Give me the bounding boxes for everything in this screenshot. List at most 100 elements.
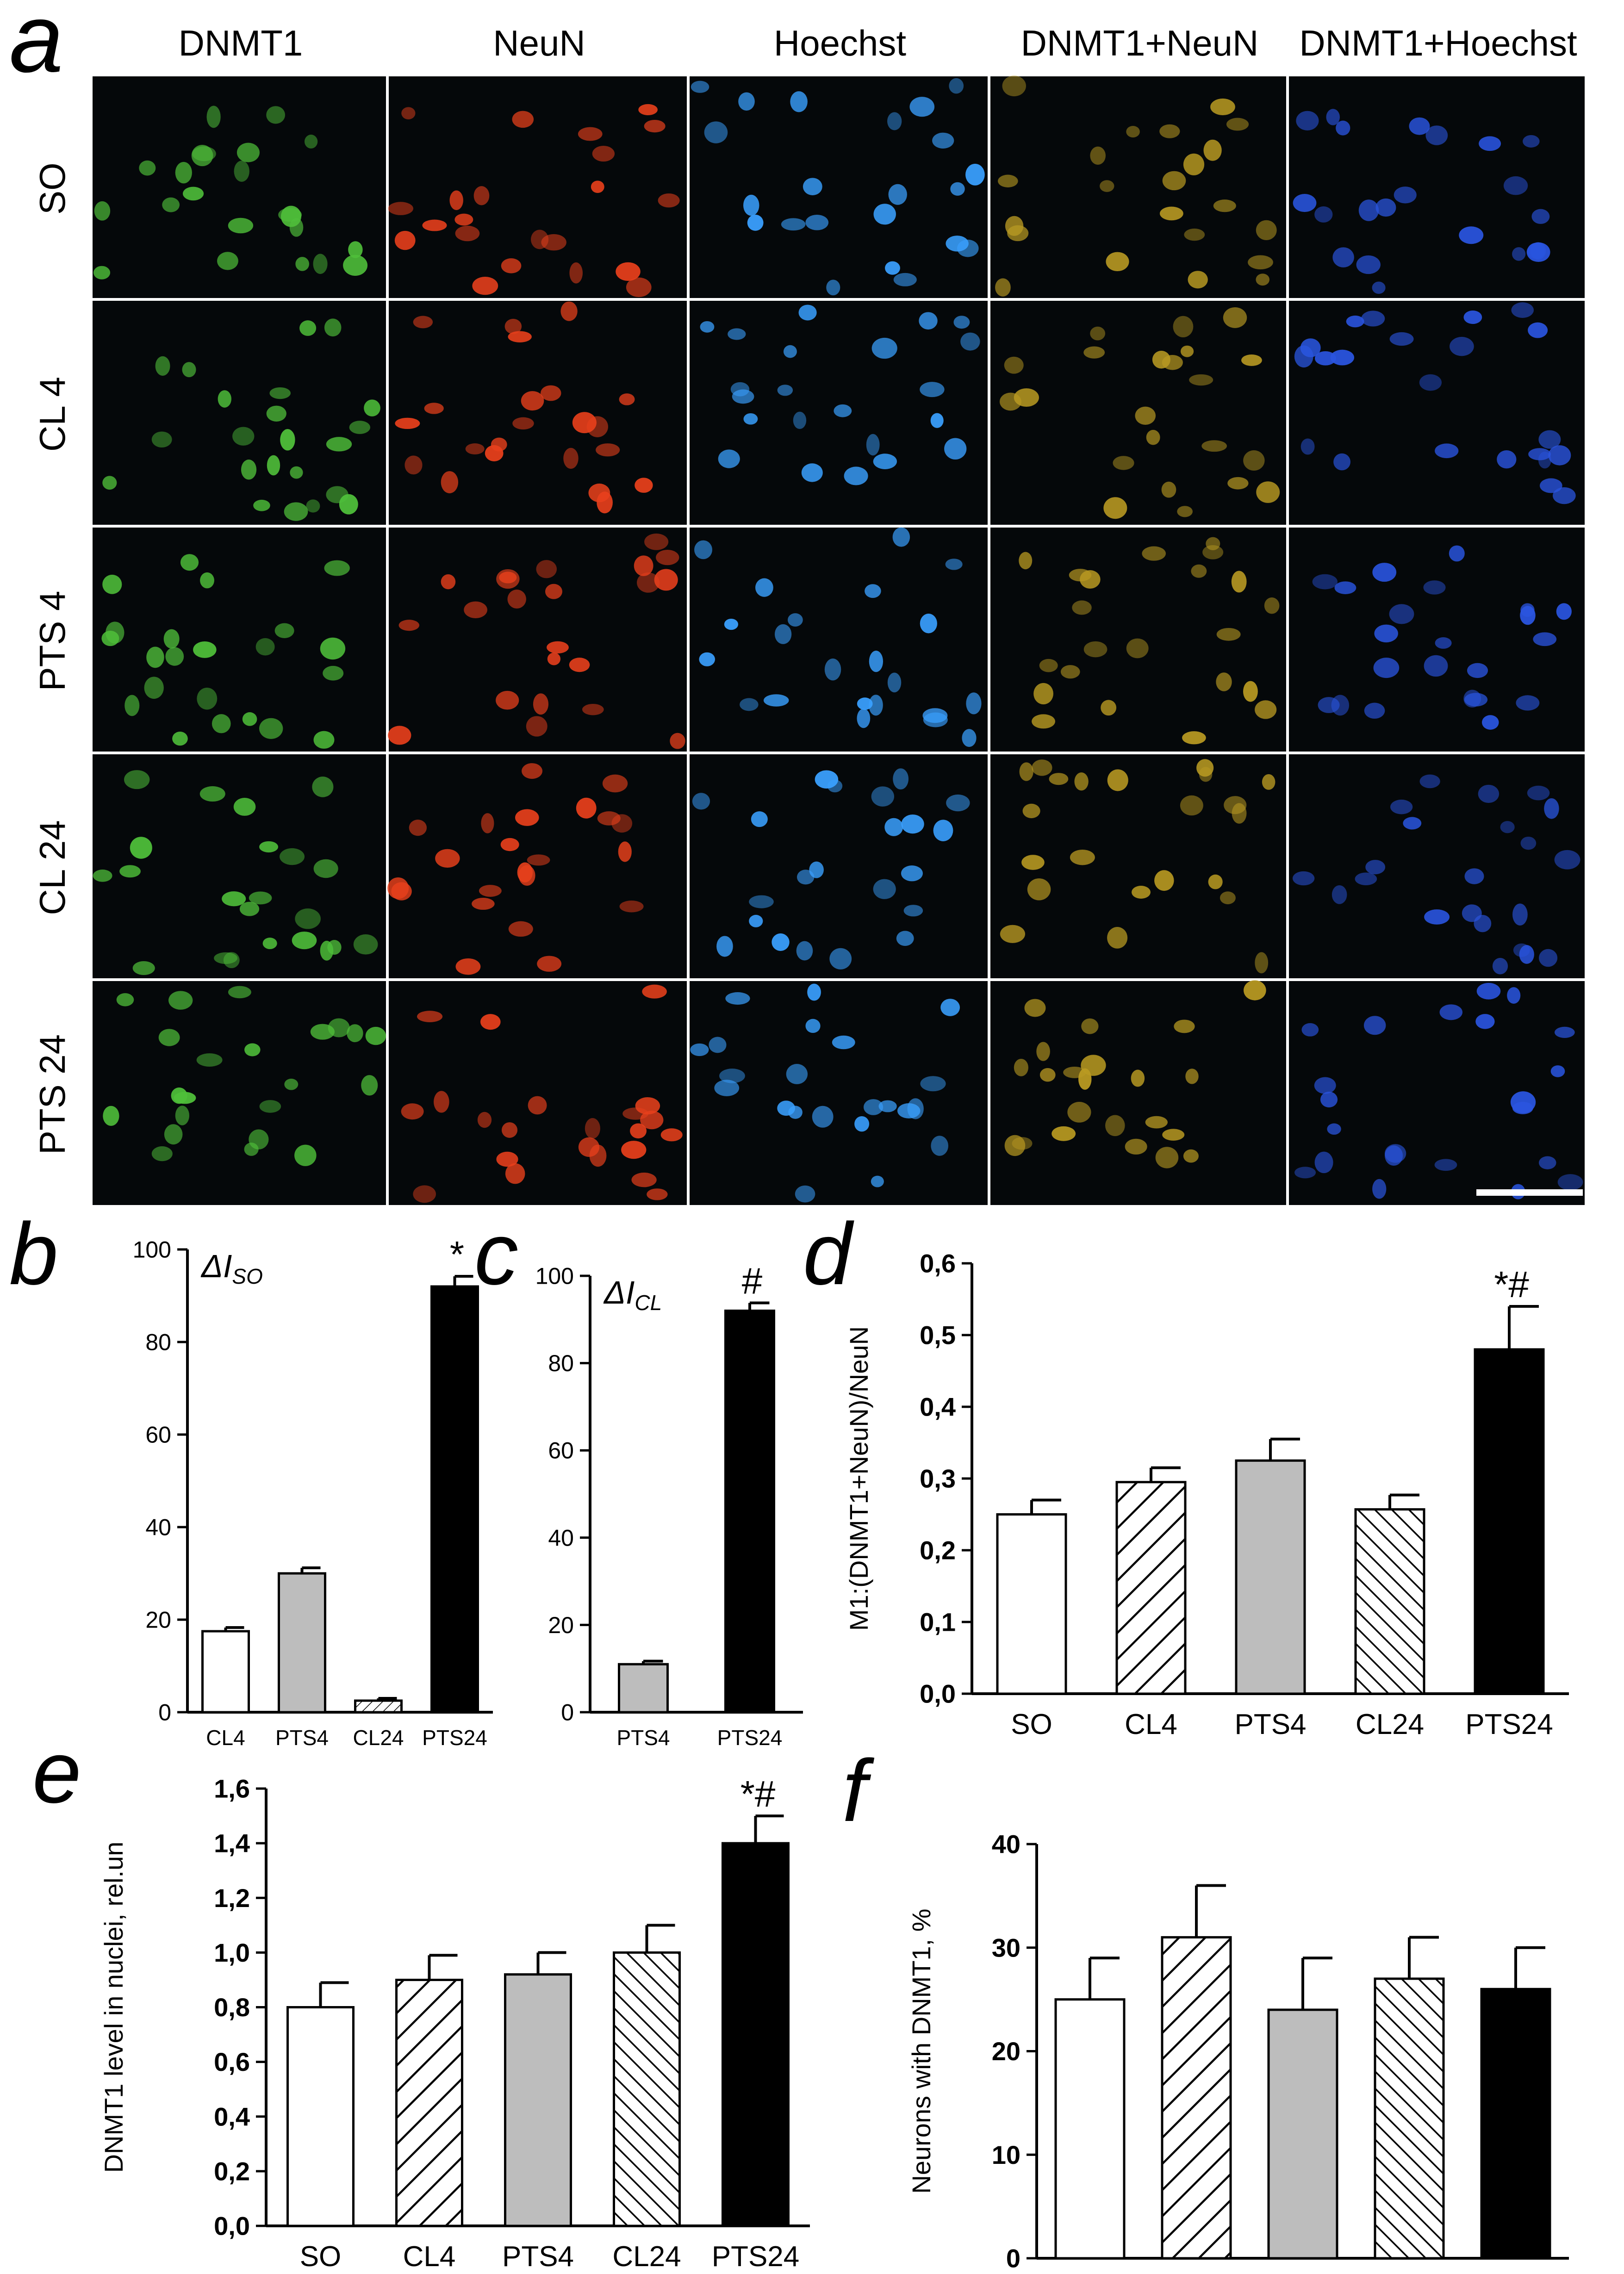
cell-nucleus [1131,1069,1145,1087]
cell-nucleus [704,121,728,143]
cell-nucleus [1520,606,1536,625]
cell-nucleus [1520,836,1537,850]
cell-nucleus [175,1106,190,1125]
cell-nucleus [728,328,746,340]
cell-nucleus [920,613,937,634]
cell-nucleus [1372,563,1397,582]
cell-nucleus [180,554,199,571]
cell-nucleus [1101,700,1117,716]
cell-nucleus [611,814,633,833]
micrograph-background [389,76,687,298]
micrograph-pts-24-neun [389,981,687,1205]
cell-nucleus [569,262,583,284]
cell-nucleus [151,1146,173,1162]
cell-nucleus [1538,1156,1556,1169]
cell-nucleus [313,731,335,749]
cell-nucleus [304,134,318,149]
x-tick-label-cl4: CL4 [403,2241,456,2273]
cell-nucleus [1174,1019,1195,1033]
y-tick-label: 0,6 [214,2047,250,2076]
cell-nucleus [1012,1137,1033,1150]
cell-nucleus [1033,683,1053,705]
cell-nucleus [1039,1068,1056,1082]
cell-nucleus [1530,242,1546,260]
cell-nucleus [102,476,117,490]
cell-nucleus [1022,803,1040,819]
cell-nucleus [434,1091,449,1113]
cell-nucleus [217,252,238,270]
y-tick-label: 0,6 [920,1249,956,1278]
micrograph-cl-24-dnmt1-neun [990,754,1286,978]
cell-nucleus [827,779,843,793]
cell-nucleus [1152,350,1170,369]
cell-nucleus [395,417,420,429]
cell-nucleus [1394,186,1417,204]
cell-nucleus [1256,481,1280,503]
cell-nucleus [922,708,948,723]
significance-mark-pts24: *# [1494,1264,1529,1305]
cell-nucleus [824,659,841,681]
cell-nucleus [530,230,549,249]
bar-so [1054,1998,1126,2260]
x-tick-label-pts24: PTS24 [1472,2273,1560,2274]
cell-nucleus [394,230,416,250]
micrograph-pts-4-dnmt1-hoechst [1289,528,1585,752]
cell-nucleus [1262,774,1276,790]
cell-nucleus [869,695,883,716]
cell-nucleus [1125,1138,1147,1155]
bar-cl4 [201,1630,250,1714]
cell-nucleus [1424,655,1448,677]
cell-nucleus [1155,1147,1179,1168]
cell-nucleus [1463,311,1482,324]
cell-nucleus [888,184,907,205]
cell-nucleus [1330,349,1355,366]
y-tick-label: 1,6 [214,1774,250,1803]
cell-nucleus [871,786,895,807]
cell-nucleus [1004,1135,1026,1156]
micrograph-so-dnmt1-neun [990,75,1286,298]
x-tick-label-pts4: PTS4 [502,2241,574,2273]
micrograph-background [93,981,386,1205]
cell-nucleus [694,540,712,559]
cell-nucleus [1556,603,1572,620]
cell-nucleus [582,703,604,715]
y-tick-label: 40 [992,1830,1020,1859]
cell-nucleus [1294,1167,1316,1179]
micrograph-pts-4-dnmt1 [93,528,386,752]
cell-nucleus [182,186,204,201]
cell-nucleus [124,770,150,789]
cell-nucleus [517,862,533,882]
micrograph-pts-4-hoechst [690,527,988,752]
cell-nucleus [892,527,910,547]
y-tick-label: 80 [145,1330,171,1355]
y-tick-label: 60 [548,1438,574,1464]
cell-nucleus [1497,450,1517,469]
y-tick-label: 1,0 [214,1938,250,1967]
cell-nucleus [690,1043,709,1056]
cell-nucleus [540,385,561,401]
cell-nucleus [578,1137,600,1157]
x-tick-label-so: SO [1011,1709,1052,1740]
bar-cl24 [1374,1977,1445,2260]
cell-nucleus [151,431,172,448]
cell-nucleus [501,1122,518,1138]
cell-nucleus [191,144,213,167]
cell-nucleus [501,258,522,273]
cell-nucleus [865,584,881,598]
cell-nucleus [1220,891,1236,905]
cell-nucleus [871,1175,884,1187]
cell-nucleus [365,1026,386,1045]
cell-nucleus [232,427,255,446]
x-tick-label-pts4: PTS4 [275,1726,329,1750]
cell-nucleus [1300,438,1315,455]
cell-nucleus [1450,336,1474,356]
cell-nucleus [1544,798,1559,819]
cell-nucleus [1554,1026,1575,1038]
cell-nucleus [1103,497,1127,519]
cell-nucleus [777,1100,796,1116]
cell-nucleus [1183,1149,1199,1163]
cell-nucleus [798,304,817,321]
cell-nucleus [222,891,246,907]
cell-nucleus [512,417,534,430]
cell-nucleus [249,1129,269,1149]
